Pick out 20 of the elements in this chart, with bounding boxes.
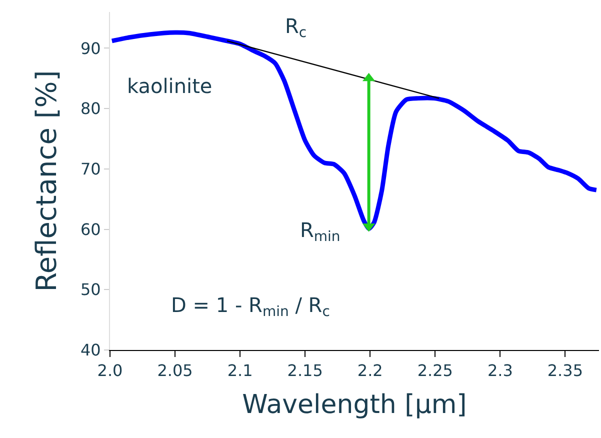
x-tick-label: 2.05 [157, 361, 193, 380]
annotation: kaolinite [127, 74, 212, 98]
annotation: D = 1 - R$_{min}$ / R$_{c}$ [171, 293, 330, 320]
y-tick-label: 60 [80, 220, 101, 239]
x-tick-label: 2.2 [357, 361, 383, 380]
x-tick-label: 2.15 [287, 361, 323, 380]
annotation: R$_{min}$ [300, 218, 340, 246]
x-axis-title: Wavelength [µm] [242, 390, 467, 420]
annotation: R$_{c}$ [285, 14, 307, 42]
y-tick-label: 90 [80, 38, 101, 58]
y-axis-title: Reflectance [%] [30, 70, 64, 292]
y-tick-label: 80 [80, 99, 101, 118]
y-tick-label: 70 [80, 160, 101, 179]
x-tick-label: 2.25 [417, 361, 453, 380]
x-tick-label: 2.0 [97, 361, 123, 380]
y-tick-label: 40 [80, 340, 101, 360]
x-tick-label: 2.3 [487, 361, 513, 380]
y-tick-label: 50 [80, 280, 101, 300]
x-tick-label: 2.1 [227, 361, 253, 380]
x-tick-label: 2.35 [547, 361, 584, 380]
